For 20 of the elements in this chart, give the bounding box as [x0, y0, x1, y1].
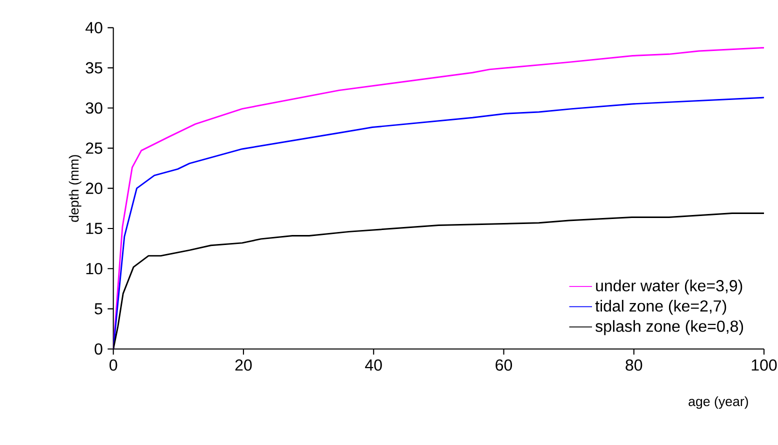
- x-tick-label: 20: [235, 359, 252, 371]
- x-tick-label: 80: [626, 359, 642, 371]
- y-tick-label: 25: [86, 142, 102, 154]
- y-tick-label: 5: [94, 303, 102, 314]
- y-tick-label: 40: [86, 22, 102, 34]
- x-tick-label: 40: [365, 359, 382, 371]
- x-tick-label: 0: [110, 359, 118, 371]
- x-tick-label: 100: [752, 359, 777, 371]
- y-tick-label: 35: [86, 62, 102, 74]
- y-tick-label: 20: [86, 182, 102, 194]
- legend-label: tidal zone (ke=2,7): [595, 300, 726, 315]
- y-tick-label: 0: [94, 343, 102, 355]
- x-axis-title: age (year): [688, 396, 748, 409]
- x-tick-label: 60: [496, 359, 512, 371]
- y-tick-label: 30: [86, 102, 102, 114]
- y-tick-label: 15: [86, 222, 102, 234]
- legend-label: splash zone (ke=0,8): [596, 320, 744, 336]
- legend-label: under water (ke=3,9): [596, 280, 742, 295]
- y-axis-title: depth (mm): [68, 155, 82, 222]
- y-tick-label: 10: [86, 262, 102, 274]
